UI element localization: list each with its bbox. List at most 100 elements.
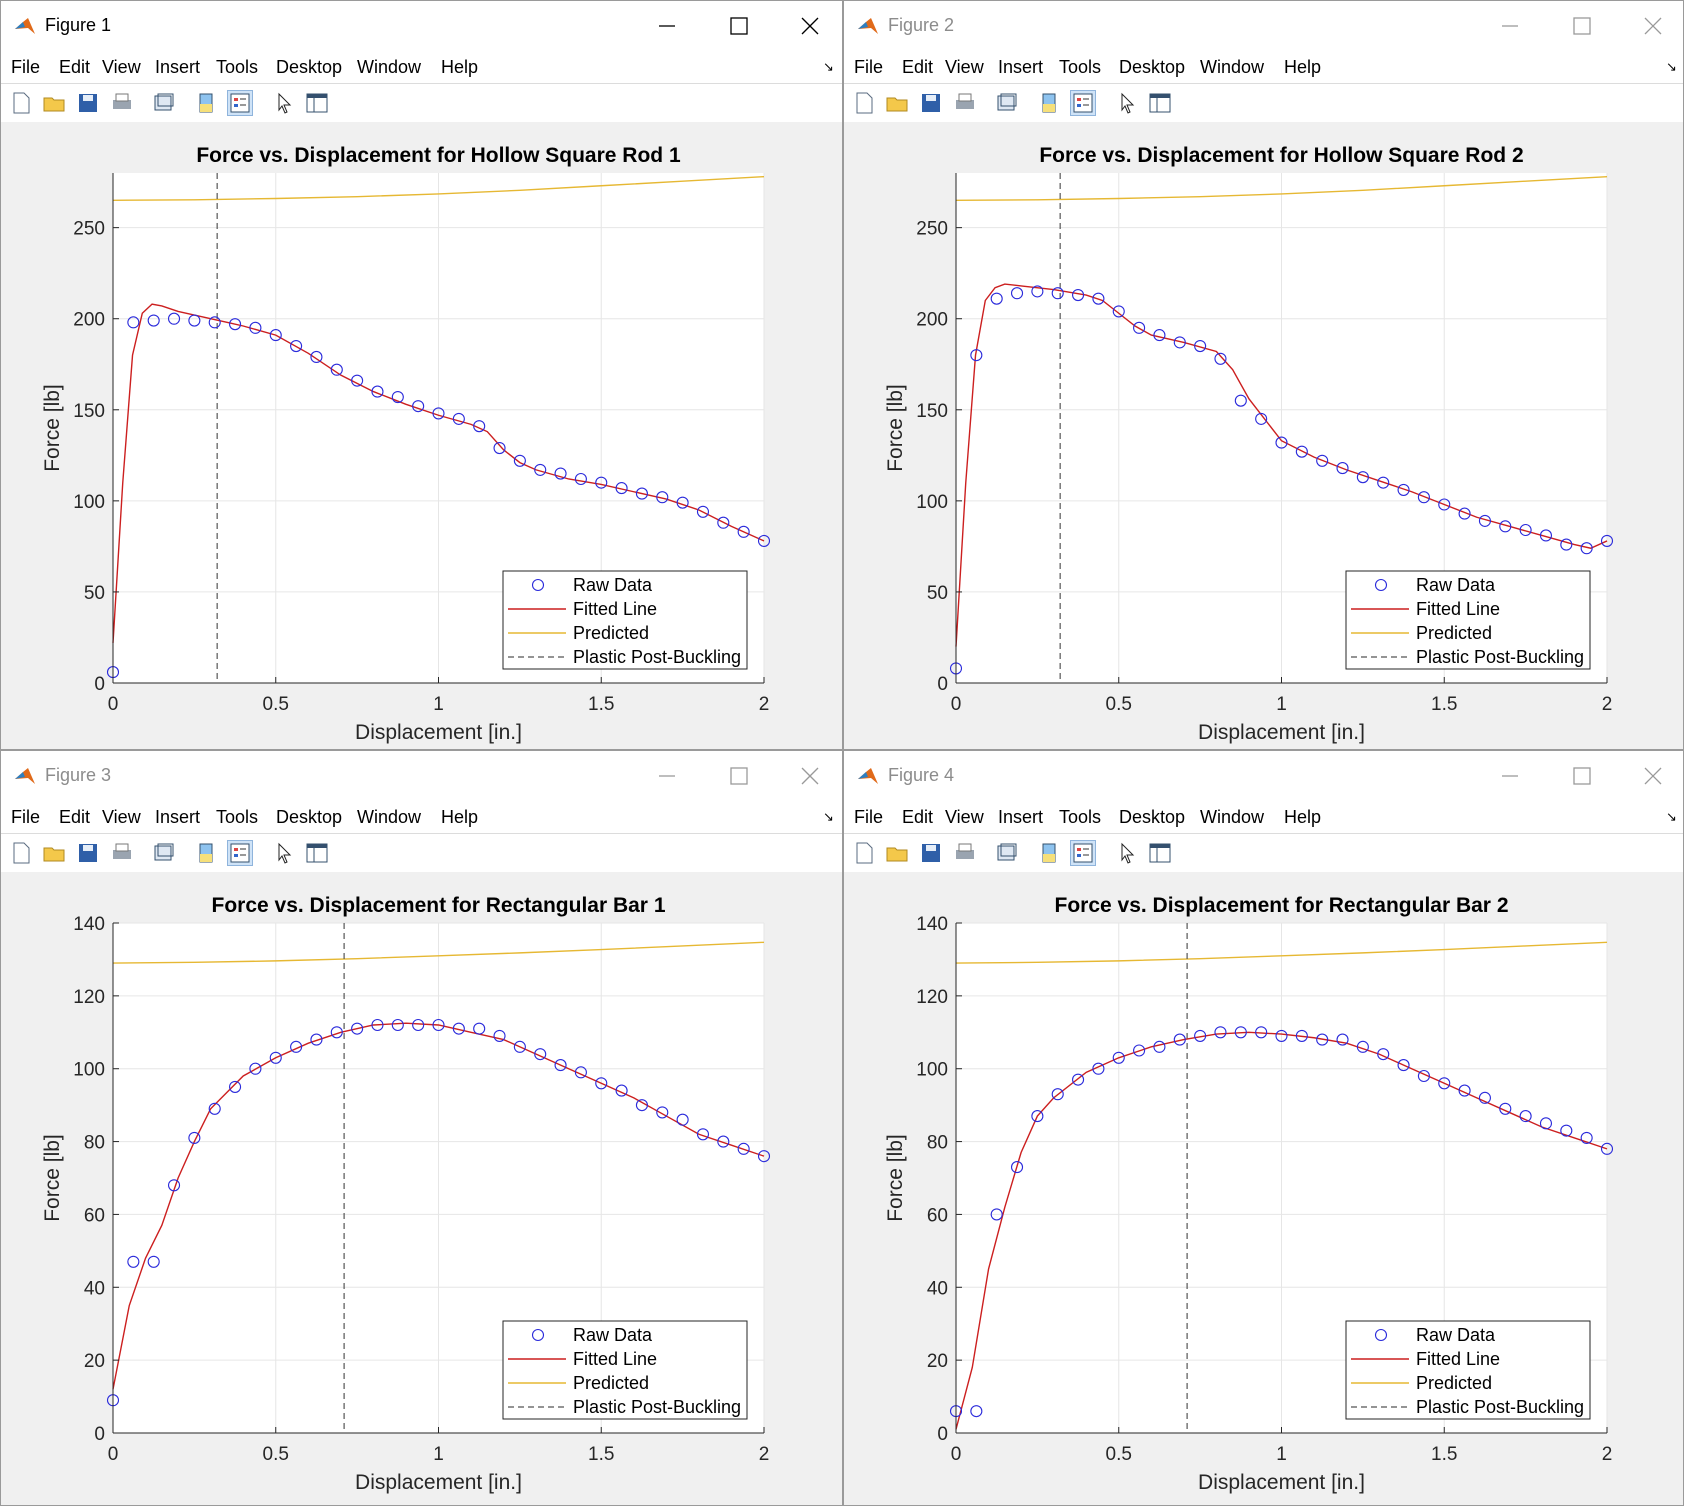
legend-icon[interactable] bbox=[1070, 840, 1096, 866]
print-icon[interactable] bbox=[953, 91, 977, 115]
print-icon[interactable] bbox=[953, 841, 977, 865]
open-file-icon[interactable] bbox=[885, 91, 909, 115]
property-inspector-icon[interactable] bbox=[305, 91, 329, 115]
title-bar[interactable]: Figure 2 bbox=[844, 1, 1683, 53]
legend-icon[interactable] bbox=[1070, 90, 1096, 116]
colorbar-icon[interactable] bbox=[194, 841, 218, 865]
dock-arrow-icon[interactable]: ↘ bbox=[1666, 59, 1677, 74]
menu-help[interactable]: Help bbox=[441, 807, 479, 827]
dock-arrow-icon[interactable]: ↘ bbox=[1666, 809, 1677, 824]
link-plot-icon[interactable] bbox=[995, 841, 1019, 865]
menu-insert[interactable]: Insert bbox=[155, 57, 201, 77]
edit-plot-pointer-icon[interactable] bbox=[272, 91, 296, 115]
menu-desktop[interactable]: Desktop bbox=[276, 57, 343, 77]
menu-file[interactable]: File bbox=[11, 57, 41, 77]
link-plot-icon[interactable] bbox=[152, 841, 176, 865]
menu-window[interactable]: Window bbox=[357, 57, 422, 77]
title-bar[interactable]: Figure 1 bbox=[1, 1, 842, 53]
title-bar[interactable]: Figure 3 bbox=[1, 751, 842, 803]
figure-window-1[interactable]: Figure 1 File Edit View Insert Tools Desktop W… bbox=[0, 0, 843, 750]
colorbar-icon[interactable] bbox=[1037, 91, 1061, 115]
save-icon[interactable] bbox=[76, 91, 100, 115]
maximize-icon[interactable] bbox=[1571, 15, 1593, 37]
menu-edit[interactable]: Edit bbox=[902, 57, 934, 77]
legend-icon[interactable] bbox=[227, 90, 253, 116]
menu-edit[interactable]: Edit bbox=[902, 807, 934, 827]
close-icon[interactable] bbox=[1642, 765, 1664, 787]
close-icon[interactable] bbox=[799, 765, 821, 787]
maximize-icon[interactable] bbox=[1571, 765, 1593, 787]
menu-tools[interactable]: Tools bbox=[1059, 807, 1102, 827]
open-file-icon[interactable] bbox=[42, 91, 66, 115]
title-bar[interactable]: Figure 4 bbox=[844, 751, 1683, 803]
menu-window[interactable]: Window bbox=[357, 807, 422, 827]
menu-help[interactable]: Help bbox=[441, 57, 479, 77]
new-figure-icon[interactable] bbox=[852, 841, 876, 865]
edit-plot-pointer-icon[interactable] bbox=[1115, 841, 1139, 865]
menu-view[interactable]: View bbox=[102, 57, 141, 77]
print-icon[interactable] bbox=[110, 841, 134, 865]
menu-file[interactable]: File bbox=[854, 57, 884, 77]
menu-view[interactable]: View bbox=[945, 57, 984, 77]
menu-help[interactable]: Help bbox=[1284, 807, 1322, 827]
legend[interactable] bbox=[1345, 570, 1591, 670]
print-icon[interactable] bbox=[110, 91, 134, 115]
legend-icon[interactable] bbox=[227, 840, 253, 866]
menu-tools[interactable]: Tools bbox=[216, 807, 259, 827]
save-icon[interactable] bbox=[919, 841, 943, 865]
menu-insert[interactable]: Insert bbox=[998, 807, 1044, 827]
save-icon[interactable] bbox=[919, 91, 943, 115]
new-figure-icon[interactable] bbox=[852, 91, 876, 115]
menu-edit[interactable]: Edit bbox=[59, 57, 91, 77]
minimize-icon[interactable] bbox=[656, 15, 678, 37]
property-inspector-icon[interactable] bbox=[1148, 841, 1172, 865]
edit-plot-pointer-icon[interactable] bbox=[1115, 91, 1139, 115]
link-plot-icon[interactable] bbox=[995, 91, 1019, 115]
menu-insert[interactable]: Insert bbox=[998, 57, 1044, 77]
colorbar-icon[interactable] bbox=[1037, 841, 1061, 865]
edit-plot-pointer-icon[interactable] bbox=[272, 841, 296, 865]
property-inspector-icon[interactable] bbox=[1148, 91, 1172, 115]
menu-view[interactable]: View bbox=[102, 807, 141, 827]
menu-file[interactable]: File bbox=[854, 807, 884, 827]
figure-window-4[interactable]: Figure 4 File Edit View Insert Tools Desktop W… bbox=[843, 750, 1684, 1506]
maximize-icon[interactable] bbox=[728, 765, 750, 787]
figure-window-3[interactable]: Figure 3 File Edit View Insert Tools Desktop W… bbox=[0, 750, 843, 1506]
minimize-icon[interactable] bbox=[1499, 765, 1521, 787]
close-icon[interactable] bbox=[799, 15, 821, 37]
new-figure-icon[interactable] bbox=[9, 841, 33, 865]
maximize-icon[interactable] bbox=[728, 15, 750, 37]
raw-data-point bbox=[208, 316, 221, 329]
menu-window[interactable]: Window bbox=[1200, 807, 1265, 827]
window-title: Figure 3 bbox=[45, 765, 112, 785]
menu-insert[interactable]: Insert bbox=[155, 807, 201, 827]
minimize-icon[interactable] bbox=[656, 765, 678, 787]
menu-window[interactable]: Window bbox=[1200, 57, 1265, 77]
open-file-icon[interactable] bbox=[885, 841, 909, 865]
menu-view[interactable]: View bbox=[945, 807, 984, 827]
raw-data-point bbox=[1072, 288, 1085, 302]
open-file-icon[interactable] bbox=[42, 841, 66, 865]
new-figure-icon[interactable] bbox=[9, 91, 33, 115]
property-inspector-icon[interactable] bbox=[305, 841, 329, 865]
menu-tools[interactable]: Tools bbox=[216, 57, 259, 77]
link-plot-icon[interactable] bbox=[152, 91, 176, 115]
legend[interactable] bbox=[502, 570, 748, 670]
menu-desktop[interactable]: Desktop bbox=[1119, 57, 1186, 77]
menu-desktop[interactable]: Desktop bbox=[276, 807, 343, 827]
minimize-icon[interactable] bbox=[1499, 15, 1521, 37]
dock-arrow-icon[interactable]: ↘ bbox=[823, 809, 834, 824]
figure-window-2[interactable]: Figure 2 File Edit View Insert Tools Desktop W… bbox=[843, 0, 1684, 750]
legend[interactable] bbox=[502, 1320, 748, 1420]
menu-edit[interactable]: Edit bbox=[59, 807, 91, 827]
menu-file[interactable]: File bbox=[11, 807, 41, 827]
menu-desktop[interactable]: Desktop bbox=[1119, 807, 1186, 827]
menu-help[interactable]: Help bbox=[1284, 57, 1322, 77]
close-icon[interactable] bbox=[1642, 15, 1664, 37]
x-tick-label: 1.5 bbox=[588, 694, 614, 715]
colorbar-icon[interactable] bbox=[194, 91, 218, 115]
save-icon[interactable] bbox=[76, 841, 100, 865]
menu-tools[interactable]: Tools bbox=[1059, 57, 1102, 77]
legend[interactable] bbox=[1345, 1320, 1591, 1420]
dock-arrow-icon[interactable]: ↘ bbox=[823, 59, 834, 74]
